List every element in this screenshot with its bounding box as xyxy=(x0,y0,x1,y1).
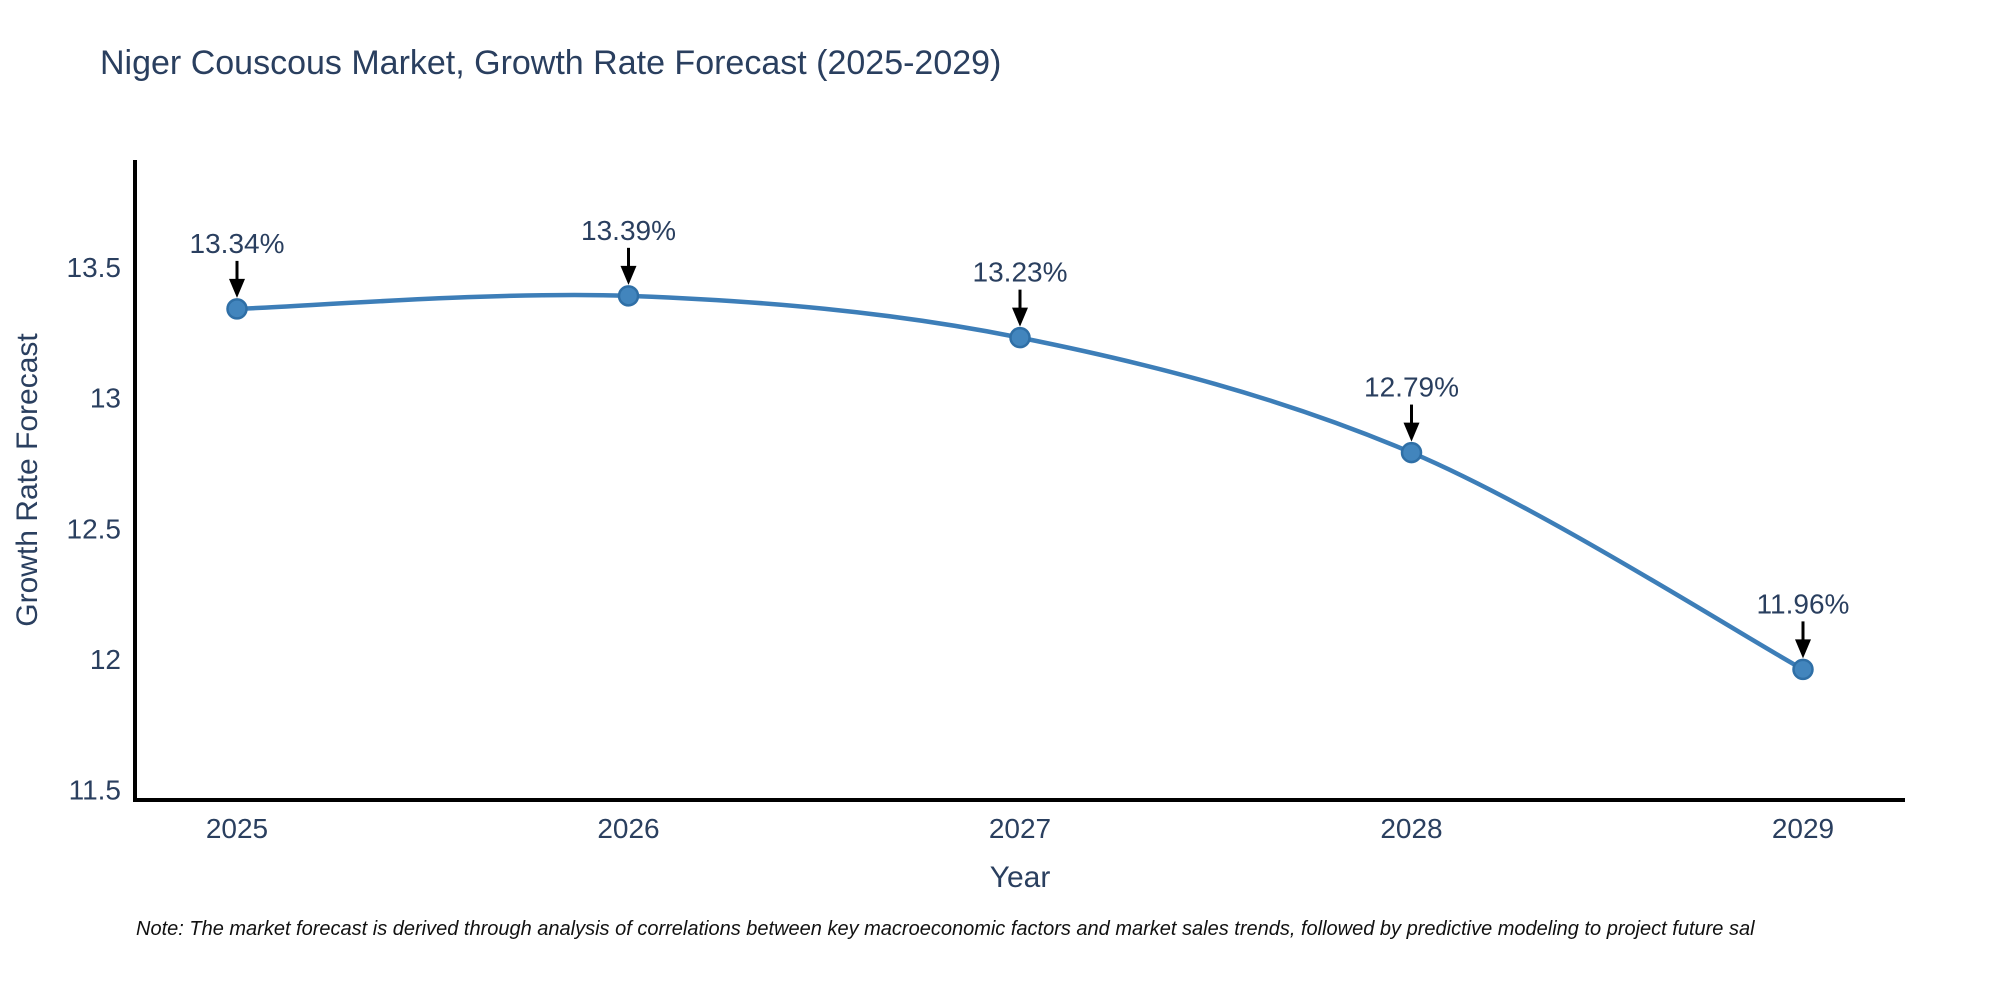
data-point-marker xyxy=(1400,441,1423,464)
y-tick-label: 12 xyxy=(90,644,121,675)
data-point-marker xyxy=(617,285,640,307)
data-point-marker xyxy=(1009,326,1031,349)
annotation-arrow-head xyxy=(1403,422,1420,442)
x-tick-label: 2027 xyxy=(989,813,1051,844)
annotation-arrow-head xyxy=(620,265,637,285)
annotation-label: 11.96% xyxy=(1757,588,1850,619)
annotation-label: 13.34% xyxy=(190,228,285,259)
data-point-marker xyxy=(226,298,248,320)
x-axis-title: Year xyxy=(989,861,1051,894)
data-point-marker xyxy=(1792,658,1814,681)
y-axis-title: Growth Rate Forecast xyxy=(11,333,44,627)
x-tick-label: 2025 xyxy=(206,813,268,844)
y-tick-label: 13.5 xyxy=(67,252,122,283)
forecast-line xyxy=(236,292,1805,672)
chart-title: Niger Couscous Market, Growth Rate Forec… xyxy=(100,44,1002,82)
y-tick-label: 13 xyxy=(90,383,121,414)
annotation-arrow-head xyxy=(229,278,245,298)
x-tick-label: 2029 xyxy=(1772,813,1834,844)
annotation-label: 13.23% xyxy=(973,257,1068,288)
annotation-label: 12.79% xyxy=(1364,372,1459,403)
annotation-label: 13.39% xyxy=(581,215,676,246)
y-tick-label: 11.5 xyxy=(69,775,121,806)
y-tick-label: 12.5 xyxy=(67,513,122,544)
annotation-arrow-head xyxy=(1795,639,1811,659)
x-tick-label: 2026 xyxy=(597,813,659,844)
footnote: Note: The market forecast is derived thr… xyxy=(136,918,1755,940)
x-tick-label: 2028 xyxy=(1380,813,1442,844)
annotation-arrow-head xyxy=(1012,307,1028,327)
